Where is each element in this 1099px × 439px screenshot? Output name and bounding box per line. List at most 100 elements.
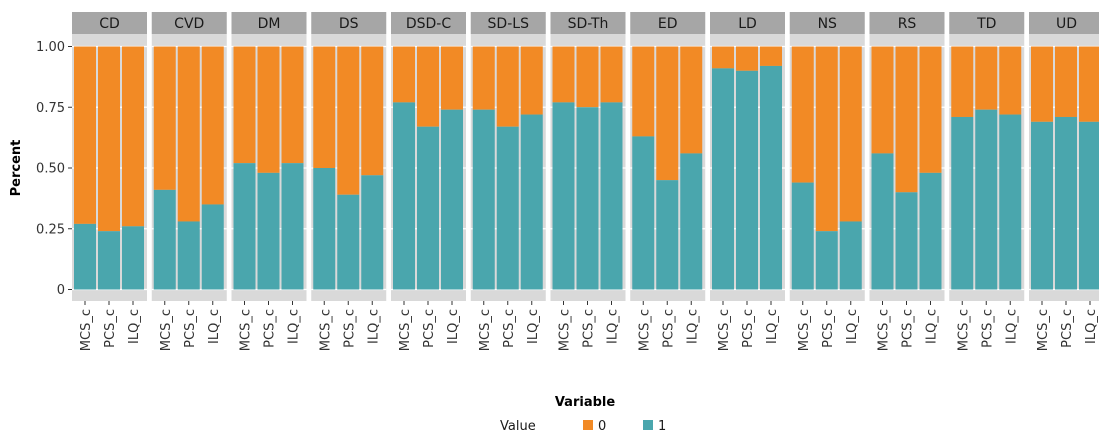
x-tick-label: MCS_c: [398, 309, 413, 351]
x-tick-label: PCS_c: [741, 309, 756, 348]
y-tick-label: 0.75: [36, 101, 65, 116]
facet-strip: [550, 12, 626, 34]
facet-strip-label: ED: [658, 16, 678, 32]
x-tick-label: MCS_c: [478, 309, 493, 351]
legend-label-1: 1: [658, 419, 666, 434]
bar-segment-1: [1079, 121, 1099, 290]
x-tick-label: ILQ_c: [366, 309, 381, 344]
bar-segment-1: [153, 189, 176, 290]
x-axis-title: Variable: [555, 395, 616, 410]
y-tick-label: 0.25: [36, 222, 65, 237]
bar-segment-1: [393, 102, 415, 290]
bar-segment-1: [313, 168, 336, 290]
x-tick-label: MCS_c: [797, 309, 812, 351]
facet-strip-label: SD-Th: [568, 16, 609, 32]
bar-segment-0: [1055, 46, 1077, 117]
bar-segment-1: [919, 172, 942, 290]
legend: Value 0 1: [500, 419, 666, 434]
bar-segment-1: [98, 231, 120, 290]
y-axis-title: Percent: [9, 140, 24, 197]
facet-panel-UD: UD MCS_c PCS_c ILQ_c: [1029, 12, 1099, 351]
x-tick-label: ILQ_c: [1084, 309, 1099, 344]
x-tick-label: MCS_c: [1036, 309, 1051, 351]
facet-strip: [869, 12, 945, 34]
bar-segment-1: [417, 126, 439, 290]
bar-segment-0: [361, 46, 384, 176]
bar-segment-0: [201, 46, 224, 205]
bar-segment-0: [576, 46, 599, 108]
x-tick-label: ILQ_c: [606, 309, 621, 344]
legend-swatch-1: [643, 420, 653, 430]
legend-title: Value: [500, 419, 536, 434]
facet-strip-label: DSD-C: [406, 16, 451, 32]
bar-segment-1: [257, 172, 280, 290]
facet-panel-SD-LS: SD-LS MCS_c PCS_c ILQ_c: [470, 12, 546, 351]
bar-segment-1: [600, 102, 623, 290]
bar-segment-0: [712, 46, 734, 69]
facet-strip-label: DS: [339, 16, 359, 32]
x-tick-label: ILQ_c: [845, 309, 860, 344]
facet-strip: [231, 12, 307, 34]
bar-segment-1: [281, 163, 304, 290]
bar-segment-1: [712, 68, 734, 290]
facet-strip: [949, 12, 1025, 34]
legend-label-0: 0: [598, 419, 606, 434]
x-tick-label: PCS_c: [342, 309, 357, 348]
x-tick-label: MCS_c: [877, 309, 892, 351]
x-tick-label: ILQ_c: [526, 309, 541, 344]
x-tick-label: ILQ_c: [446, 309, 461, 344]
bar-segment-1: [441, 109, 463, 290]
x-tick-label: PCS_c: [103, 309, 118, 348]
legend-swatch-0: [583, 420, 593, 430]
facet-panel-ED: ED MCS_c PCS_c ILQ_c: [630, 12, 706, 351]
bar-segment-0: [122, 46, 144, 227]
bar-segment-0: [313, 46, 336, 168]
bar-segment-1: [656, 180, 679, 290]
bar-segment-0: [600, 46, 623, 103]
facet-strip: [1029, 12, 1099, 34]
bar-segment-0: [871, 46, 894, 154]
x-tick-label: MCS_c: [717, 309, 732, 351]
bar-segment-0: [153, 46, 176, 190]
facet-strip-label: SD-LS: [488, 16, 530, 32]
x-tick-label: PCS_c: [183, 309, 198, 348]
x-tick-label: MCS_c: [159, 309, 174, 351]
x-tick-label: MCS_c: [637, 309, 652, 351]
bar-segment-0: [895, 46, 918, 193]
facet-strip-label: DM: [258, 16, 281, 32]
facet-strip: [789, 12, 865, 34]
bar-segment-1: [472, 109, 495, 290]
x-tick-label: MCS_c: [239, 309, 254, 351]
x-tick-label: PCS_c: [980, 309, 995, 348]
bar-segment-0: [839, 46, 862, 222]
x-tick-label: ILQ_c: [925, 309, 940, 344]
bar-segment-0: [281, 46, 304, 164]
x-tick-label: PCS_c: [263, 309, 278, 348]
bar-segment-1: [951, 116, 974, 290]
bar-segment-1: [1031, 121, 1053, 290]
bar-segment-0: [257, 46, 280, 173]
facet-panel-TD: TD MCS_c PCS_c ILQ_c: [949, 12, 1025, 351]
bar-segment-1: [975, 109, 998, 290]
x-tick-label: PCS_c: [502, 309, 517, 348]
bar-segment-0: [74, 46, 96, 224]
bar-segment-0: [393, 46, 415, 103]
bar-segment-0: [999, 46, 1022, 115]
bar-segment-0: [472, 46, 495, 110]
x-tick-label: ILQ_c: [287, 309, 302, 344]
x-tick-label: PCS_c: [1060, 309, 1075, 348]
bar-segment-1: [576, 107, 599, 290]
bar-segment-1: [999, 114, 1022, 290]
bar-segment-1: [177, 221, 200, 290]
facet-panel-CVD: CVD MCS_c PCS_c ILQ_c: [151, 12, 227, 351]
y-tick-label: 0: [57, 283, 65, 298]
x-tick-label: PCS_c: [821, 309, 836, 348]
facet-strip: [391, 12, 466, 34]
x-tick-label: MCS_c: [956, 309, 971, 351]
bar-segment-0: [951, 46, 974, 117]
bar-segment-1: [520, 114, 543, 290]
bar-segment-0: [98, 46, 120, 232]
bar-segment-0: [417, 46, 439, 127]
bar-segment-0: [441, 46, 463, 110]
bar-segment-1: [815, 231, 838, 290]
